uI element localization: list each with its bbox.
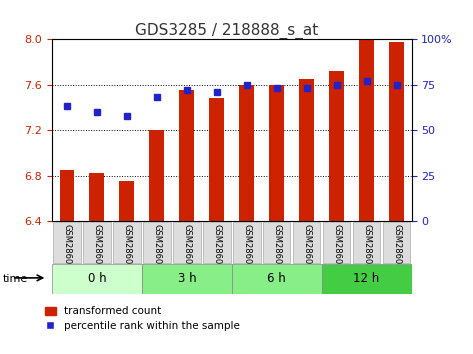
Text: GSM286038: GSM286038 (272, 224, 281, 275)
Text: 6 h: 6 h (267, 272, 286, 285)
Bar (359, 39, 374, 221)
Text: GSM286035: GSM286035 (182, 224, 192, 275)
Bar (353, 222, 380, 263)
Bar (233, 222, 261, 263)
Bar (239, 85, 254, 221)
Bar (142, 264, 232, 294)
Bar (323, 222, 350, 263)
Text: GDS3285 / 218888_s_at: GDS3285 / 218888_s_at (135, 23, 319, 39)
Bar (389, 42, 404, 221)
Bar (329, 71, 344, 221)
Text: GSM286040: GSM286040 (332, 224, 341, 275)
Bar (232, 264, 322, 294)
Bar (53, 222, 81, 263)
Bar (113, 222, 140, 263)
Bar (293, 222, 320, 263)
Bar (52, 264, 142, 294)
Text: 3 h: 3 h (177, 272, 196, 285)
Text: GSM286039: GSM286039 (302, 224, 311, 275)
Bar (209, 98, 224, 221)
Bar (173, 222, 201, 263)
Bar (119, 181, 134, 221)
Text: 0 h: 0 h (88, 272, 106, 285)
Bar (143, 222, 171, 263)
Text: GSM286034: GSM286034 (152, 224, 161, 275)
Legend: transformed count, percentile rank within the sample: transformed count, percentile rank withi… (43, 304, 242, 333)
Bar (203, 222, 230, 263)
Text: GSM286041: GSM286041 (362, 224, 371, 275)
Text: GSM286037: GSM286037 (242, 224, 251, 275)
Text: 12 h: 12 h (353, 272, 380, 285)
Bar (299, 79, 314, 221)
Text: time: time (2, 274, 27, 284)
Text: GSM286031: GSM286031 (62, 224, 71, 275)
Bar (179, 90, 194, 221)
Bar (383, 222, 410, 263)
Bar (263, 222, 290, 263)
Bar (89, 173, 105, 221)
Bar (149, 130, 164, 221)
Text: GSM286036: GSM286036 (212, 224, 221, 275)
Text: GSM286042: GSM286042 (392, 224, 401, 275)
Text: GSM286032: GSM286032 (92, 224, 102, 275)
Bar (60, 170, 74, 221)
Bar (269, 85, 284, 221)
Bar (322, 264, 412, 294)
Text: GSM286033: GSM286033 (123, 224, 131, 275)
Bar (83, 222, 111, 263)
